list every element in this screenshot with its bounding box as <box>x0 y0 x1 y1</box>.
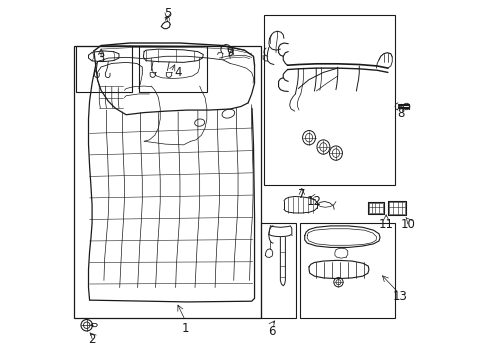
Text: 5: 5 <box>163 7 171 20</box>
Text: 7: 7 <box>298 188 305 201</box>
Text: 12: 12 <box>306 195 321 208</box>
Text: 4: 4 <box>174 66 182 79</box>
Bar <box>76 45 131 92</box>
Text: 13: 13 <box>392 290 407 303</box>
Text: 1: 1 <box>181 322 189 335</box>
Bar <box>264 15 394 185</box>
Text: 2: 2 <box>88 333 96 346</box>
Text: 3: 3 <box>97 51 104 64</box>
Bar <box>139 45 206 92</box>
Text: 8: 8 <box>396 107 404 120</box>
Text: 9: 9 <box>226 46 233 59</box>
Bar <box>260 223 296 318</box>
Bar <box>300 223 394 318</box>
Text: 11: 11 <box>378 218 393 231</box>
Text: 6: 6 <box>267 325 275 338</box>
Bar <box>74 45 260 318</box>
Text: 10: 10 <box>399 218 414 231</box>
